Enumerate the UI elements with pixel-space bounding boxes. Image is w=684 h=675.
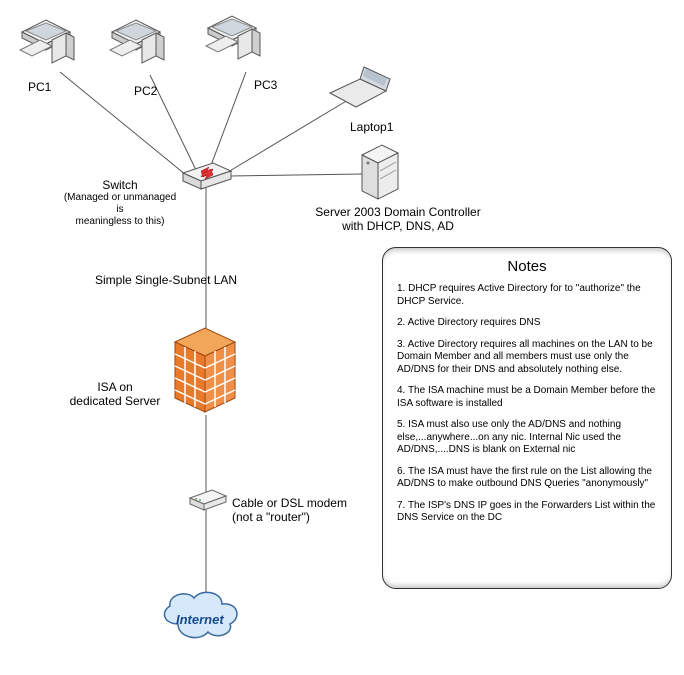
isa-label-block: ISA on dedicated Server (60, 380, 170, 409)
note-6: 6. The ISA must have the first rule on t… (397, 466, 657, 491)
pc3-label: PC3 (254, 78, 277, 92)
notes-panel: Notes 1. DHCP requires Active Directory … (382, 247, 672, 589)
isa-label2: dedicated Server (60, 394, 170, 408)
pc2-icon (110, 20, 164, 63)
pc3-icon (206, 16, 260, 59)
server-label-block: Server 2003 Domain Controller with DHCP,… (298, 205, 498, 234)
notes-title: Notes (397, 258, 657, 275)
server-label2: with DHCP, DNS, AD (298, 219, 498, 233)
laptop-icon (330, 67, 390, 107)
note-3: 3. Active Directory requires all machine… (397, 339, 657, 377)
pc1-label: PC1 (28, 80, 51, 94)
server-icon (362, 145, 398, 199)
pc2-label: PC2 (134, 84, 157, 98)
note-2: 2. Active Directory requires DNS (397, 317, 657, 330)
lan-label: Simple Single-Subnet LAN (95, 273, 237, 287)
modem-label-block: Cable or DSL modem (not a "router") (232, 496, 382, 525)
switch-sub2: meaningless to this) (60, 216, 180, 228)
note-5: 5. ISA must also use only the AD/DNS and… (397, 419, 657, 457)
modem-icon (190, 490, 226, 510)
internet-label: Internet (176, 612, 224, 628)
isa-label1: ISA on (60, 380, 170, 394)
note-1: 1. DHCP requires Active Directory for to… (397, 283, 657, 308)
pc1-icon (20, 20, 74, 63)
modem-label1: Cable or DSL modem (232, 496, 382, 510)
laptop-label: Laptop1 (350, 120, 393, 134)
switch-icon (183, 163, 231, 189)
switch-sub1: (Managed or unmanaged is (60, 192, 180, 216)
note-7: 7. The ISP's DNS IP goes in the Forwarde… (397, 500, 657, 525)
switch-label-block: Switch (Managed or unmanaged is meaningl… (60, 178, 180, 228)
server-label1: Server 2003 Domain Controller (298, 205, 498, 219)
notes-list: 1. DHCP requires Active Directory for to… (397, 283, 657, 525)
modem-label2: (not a "router") (232, 510, 382, 524)
note-4: 4. The ISA machine must be a Domain Memb… (397, 385, 657, 410)
firewall-icon (175, 328, 235, 412)
switch-label: Switch (60, 178, 180, 192)
